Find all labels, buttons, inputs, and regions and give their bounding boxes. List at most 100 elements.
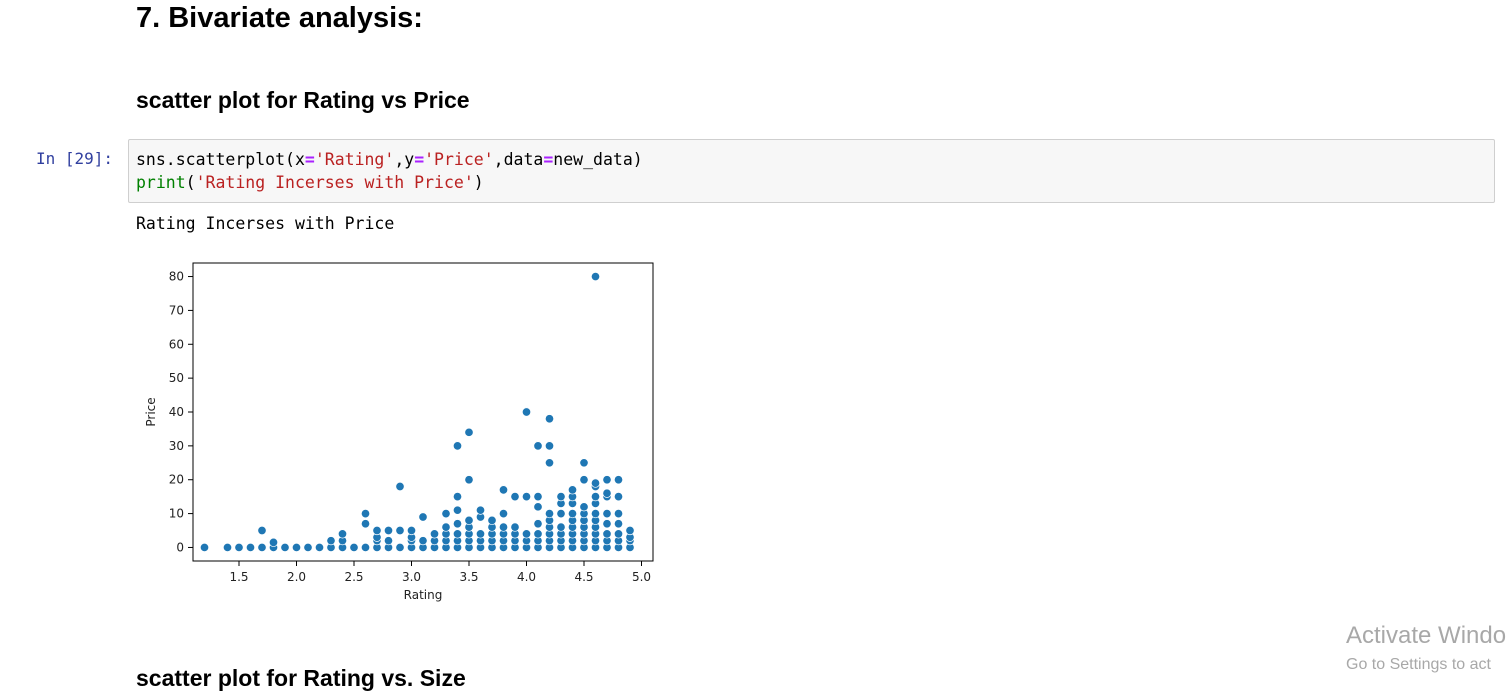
code-token: new_data) bbox=[553, 150, 643, 169]
code-token: sns.scatterplot(x bbox=[136, 150, 305, 169]
scatter-point bbox=[291, 542, 302, 553]
scatter-point bbox=[590, 492, 601, 502]
activation-watermark-subtitle: Go to Settings to act bbox=[1346, 656, 1491, 673]
y-tick-label: 40 bbox=[169, 405, 184, 419]
scatter-point bbox=[406, 525, 417, 536]
subheading-rating-vs-price: scatter plot for Rating vs Price bbox=[136, 87, 470, 113]
scatter-point bbox=[590, 509, 601, 519]
scatter-point bbox=[590, 271, 601, 282]
scatter-point bbox=[613, 519, 624, 529]
y-tick-label: 30 bbox=[169, 439, 184, 453]
scatter-point bbox=[464, 475, 474, 485]
x-tick-label: 4.0 bbox=[517, 570, 536, 584]
x-tick-label: 2.5 bbox=[344, 570, 363, 584]
scatter-point bbox=[521, 492, 532, 502]
scatter-point bbox=[533, 492, 543, 502]
scatter-point bbox=[510, 492, 520, 502]
scatter-point bbox=[544, 458, 555, 468]
y-tick-label: 20 bbox=[169, 473, 184, 487]
scatter-point bbox=[395, 542, 405, 553]
x-tick-label: 3.0 bbox=[402, 570, 421, 584]
scatter-point bbox=[395, 525, 405, 536]
y-axis-label: Price bbox=[144, 397, 158, 426]
code-token: ) bbox=[473, 173, 484, 192]
scatter-point bbox=[498, 485, 509, 495]
x-tick-label: 2.0 bbox=[287, 570, 306, 584]
code-token: 'Rating Incerses with Price' bbox=[195, 173, 474, 192]
scatter-plot: 1.5 2.0 2.5 3.0 3.5 4.0 4.5 5.0 0 10 20 30 40 50 60 70… bbox=[144, 262, 654, 602]
scatter-point bbox=[452, 529, 463, 539]
scatter-point bbox=[372, 525, 382, 536]
scatter-point bbox=[590, 478, 601, 488]
y-tick-label: 10 bbox=[169, 507, 184, 521]
scatter-point bbox=[280, 542, 290, 553]
scatter-point bbox=[245, 542, 256, 553]
scatter-point bbox=[613, 529, 624, 539]
y-axis: 0 10 20 30 40 50 60 70 80 bbox=[169, 270, 193, 554]
scatter-point bbox=[475, 505, 486, 515]
scatter-point bbox=[395, 481, 405, 492]
scatter-point bbox=[383, 525, 394, 536]
scatter-point bbox=[452, 519, 463, 529]
code-token: print bbox=[136, 173, 186, 192]
scatter-point bbox=[498, 509, 509, 519]
x-axis: 1.5 2.0 2.5 3.0 3.5 4.0 4.5 5.0 bbox=[229, 561, 651, 584]
scatter-point bbox=[544, 441, 555, 451]
scatter-point bbox=[441, 509, 451, 519]
scatter-point bbox=[360, 542, 371, 553]
scatter-point bbox=[383, 536, 394, 546]
code-token: ( bbox=[185, 173, 196, 192]
scatter-point bbox=[521, 529, 532, 539]
code-token: = bbox=[543, 150, 554, 169]
scatter-point bbox=[360, 509, 371, 519]
code-token: ,y bbox=[394, 150, 415, 169]
scatter-point bbox=[544, 509, 555, 519]
activation-watermark-title: Activate Windo bbox=[1346, 622, 1507, 649]
scatter-point bbox=[579, 458, 589, 468]
y-tick-label: 0 bbox=[176, 540, 184, 554]
y-tick-label: 60 bbox=[169, 337, 184, 351]
scatter-point bbox=[579, 502, 589, 512]
code-editor[interactable]: sns.scatterplot(x='Rating',y='Price',dat… bbox=[136, 148, 643, 194]
scatter-point bbox=[533, 502, 543, 512]
scatter-point bbox=[533, 519, 543, 529]
y-tick-label: 50 bbox=[169, 371, 184, 385]
scatter-point bbox=[613, 475, 624, 485]
cell-output-text: Rating Incerses with Price bbox=[136, 214, 395, 233]
code-token: ,data bbox=[493, 150, 544, 169]
scatter-point bbox=[602, 519, 612, 529]
scatter-point bbox=[510, 522, 520, 532]
scatter-point bbox=[602, 509, 612, 519]
scatter-point bbox=[498, 522, 509, 532]
scatter-point bbox=[303, 542, 313, 553]
scatter-point bbox=[556, 509, 566, 519]
scatter-point bbox=[326, 536, 336, 546]
scatter-point bbox=[234, 542, 244, 553]
scatter-point bbox=[464, 515, 474, 525]
scatter-point bbox=[452, 492, 463, 502]
scatter-point bbox=[257, 525, 267, 536]
scatter-point bbox=[533, 529, 543, 539]
scatter-point bbox=[199, 542, 210, 553]
x-tick-label: 3.5 bbox=[459, 570, 478, 584]
scatter-point bbox=[464, 427, 474, 437]
scatter-point bbox=[625, 525, 635, 536]
scatter-point bbox=[257, 542, 267, 553]
x-tick-label: 5.0 bbox=[632, 570, 651, 584]
scatter-point bbox=[314, 542, 325, 553]
scatter-point bbox=[487, 515, 497, 525]
scatter-point bbox=[602, 529, 612, 539]
y-tick-label: 80 bbox=[169, 270, 184, 284]
scatter-point bbox=[533, 441, 543, 451]
x-axis-label: Rating bbox=[404, 588, 443, 602]
scatter-point bbox=[418, 536, 428, 546]
scatter-point bbox=[222, 542, 233, 553]
scatter-point bbox=[602, 488, 612, 498]
scatter-point bbox=[567, 509, 578, 519]
x-tick-label: 4.5 bbox=[574, 570, 593, 584]
code-token: = bbox=[414, 150, 425, 169]
code-token: 'Price' bbox=[424, 150, 494, 169]
code-cell-input[interactable]: sns.scatterplot(x='Rating',y='Price',dat… bbox=[128, 139, 1495, 203]
scatter-point bbox=[429, 529, 440, 539]
scatter-point bbox=[268, 537, 279, 547]
